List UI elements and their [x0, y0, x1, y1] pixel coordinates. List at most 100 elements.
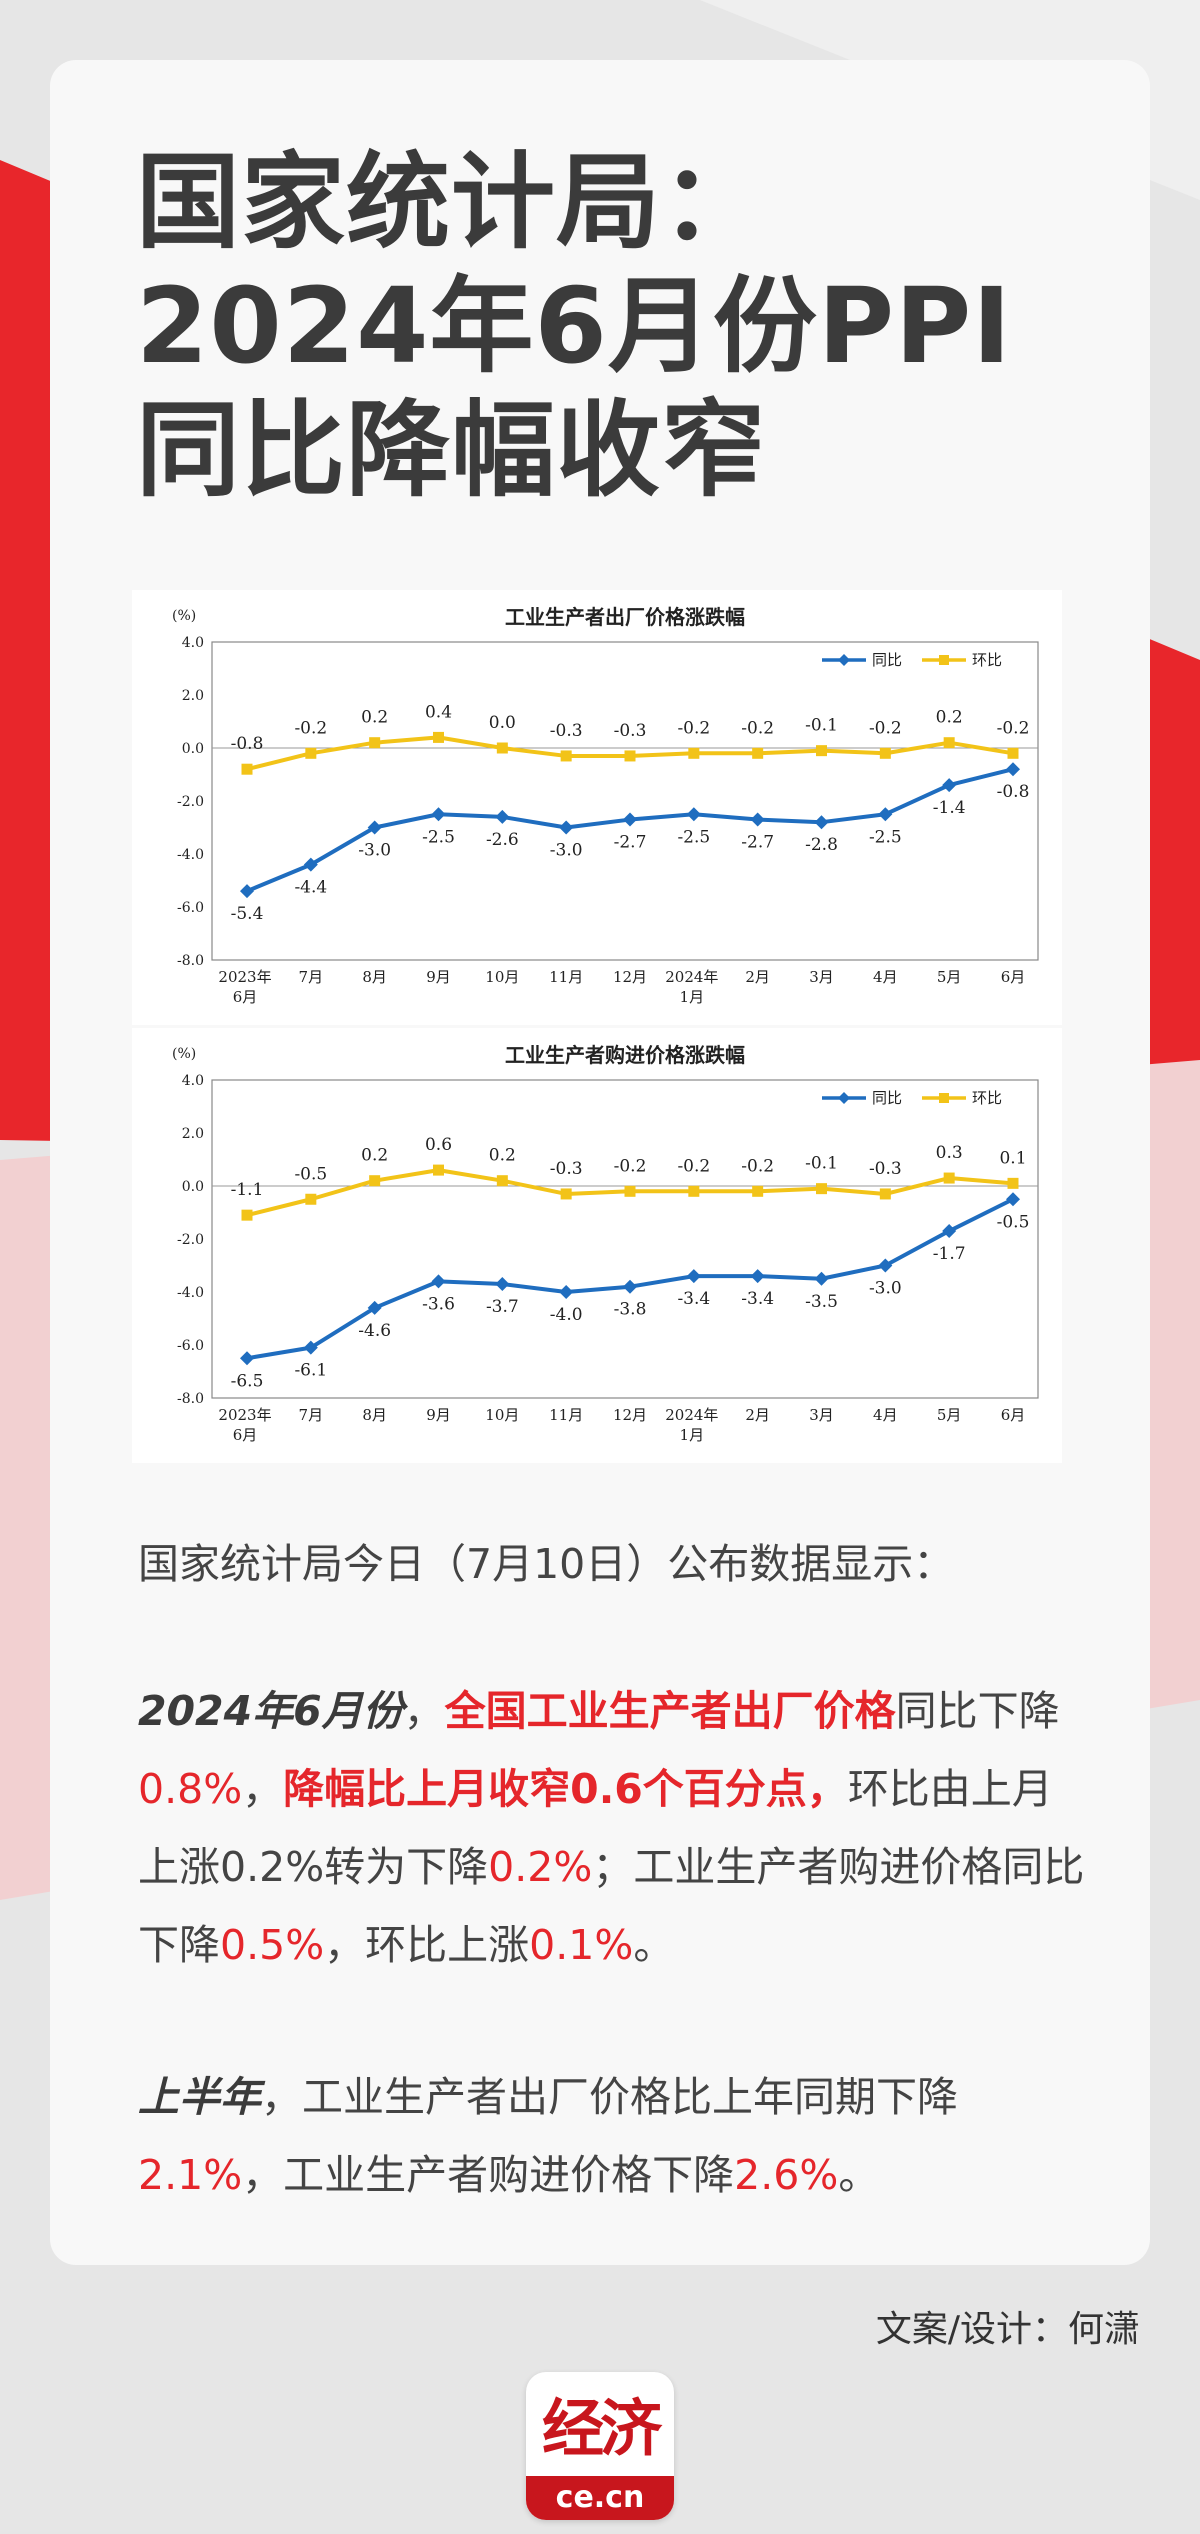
data-label: 0.4	[425, 702, 452, 722]
data-point	[688, 1185, 700, 1197]
data-label: -2.5	[677, 827, 710, 847]
data-point	[495, 1277, 510, 1292]
logo-mark-text: 经济	[541, 2392, 662, 2465]
x-tick-label: 11月	[549, 968, 583, 986]
x-tick-label: 4月	[873, 1406, 898, 1424]
data-label: -0.3	[614, 721, 647, 741]
data-point	[241, 763, 253, 775]
chart-ex-factory-svg: 工业生产者出厂价格涨跌幅 (%) 4.0 2.0 0.0 -2.0 -4.0 -6.0 -8.0…	[172, 605, 1039, 1006]
data-label: -2.7	[741, 833, 774, 853]
data-point	[879, 747, 891, 759]
data-point	[303, 857, 318, 872]
y-tick-label: 4.0	[182, 1073, 204, 1089]
data-label: -3.7	[486, 1297, 519, 1317]
y-tick-label: -2.0	[177, 794, 204, 810]
data-label: -2.8	[805, 835, 838, 855]
data-label: -3.0	[550, 841, 583, 861]
data-point	[369, 1175, 381, 1187]
chart-ex-factory-price: 工业生产者出厂价格涨跌幅 (%) 4.0 2.0 0.0 -2.0 -4.0 -6.0 -8.0…	[132, 590, 1062, 1025]
data-point	[496, 1175, 508, 1187]
data-point	[560, 750, 572, 762]
data-point	[240, 884, 254, 899]
y-tick-label: -4.0	[177, 1285, 204, 1301]
data-label: -0.3	[550, 721, 583, 741]
data-label: -0.1	[805, 1154, 838, 1174]
y-tick-label: -6.0	[177, 1338, 204, 1354]
x-tick-label: 10月	[485, 1406, 519, 1424]
data-point	[305, 1193, 317, 1205]
data-label: 0.3	[936, 1143, 963, 1163]
data-point	[496, 742, 508, 754]
para1-lead: 2024年6月份	[138, 1687, 404, 1735]
intro-sentence: 国家统计局今日（7月10日）公布数据显示：	[138, 1540, 955, 1588]
data-point	[816, 1183, 827, 1195]
x-tick-label: 2月	[745, 968, 770, 986]
para1-v3: 0.5%	[220, 1921, 325, 1969]
data-label: -3.0	[869, 1279, 902, 1299]
data-label: -0.2	[294, 718, 327, 738]
data-label: -3.5	[805, 1292, 838, 1312]
legend-marker	[838, 654, 850, 666]
data-point	[560, 1188, 572, 1200]
x-tick-label: 2月	[745, 1406, 770, 1424]
data-point	[240, 1351, 254, 1366]
chart-title: 工业生产者出厂价格涨跌幅	[505, 605, 745, 629]
para1-sep2: ，	[242, 1765, 284, 1813]
legend-marker	[838, 1092, 850, 1104]
para1-t4: ，环比上涨	[324, 1921, 530, 1969]
data-point	[942, 1224, 957, 1239]
data-point	[305, 747, 317, 759]
data-label: -0.2	[997, 718, 1030, 738]
data-point	[943, 737, 955, 749]
data-label: -4.6	[358, 1321, 391, 1341]
x-tick-label: 4月	[873, 968, 898, 986]
data-label: -0.2	[614, 1156, 647, 1176]
data-label: -2.6	[486, 830, 519, 850]
legend-label: 同比	[872, 1089, 902, 1107]
data-point	[431, 807, 446, 822]
title-line-3: 同比降幅收窄	[136, 389, 767, 511]
para2-t2: ，工业生产者购进价格下降	[242, 2151, 735, 2199]
x-tick-label: 8月	[362, 968, 387, 986]
chart-purchase-price: 工业生产者购进价格涨跌幅 (%) 4.0 2.0 0.0 -2.0 -4.0 -6.0 -8.0…	[132, 1028, 1062, 1463]
data-point	[624, 750, 636, 762]
x-tick-label: 3月	[809, 968, 834, 986]
para1-v2: 0.2%	[488, 1843, 593, 1891]
data-label: -0.3	[869, 1159, 902, 1179]
data-point	[559, 1285, 574, 1299]
y-unit-label: (%)	[172, 1046, 196, 1062]
data-point	[688, 747, 700, 759]
data-label: -0.2	[741, 718, 774, 738]
y-tick-label: -6.0	[177, 900, 204, 916]
data-label: -0.8	[231, 734, 264, 754]
data-label: -0.1	[805, 716, 838, 736]
data-label: 0.1	[999, 1148, 1026, 1168]
data-point	[752, 747, 764, 759]
x-tick-label: 2024年	[665, 968, 718, 986]
data-label: -3.8	[614, 1300, 647, 1320]
para1-t3: ；工业生产者购进价格同比下降	[138, 1843, 1085, 1969]
data-point	[1007, 747, 1019, 759]
para1-t5: 。	[633, 1921, 675, 1969]
data-point	[1006, 762, 1020, 777]
y-tick-label: -8.0	[177, 1391, 204, 1407]
y-tick-label: 4.0	[182, 635, 204, 651]
data-label: -6.1	[294, 1361, 327, 1381]
data-label: -0.3	[550, 1159, 583, 1179]
data-point	[367, 820, 382, 835]
ce-cn-logo[interactable]: 经济 ce.cn	[526, 2372, 674, 2520]
y-tick-label: -4.0	[177, 847, 204, 863]
data-label: -5.4	[231, 904, 264, 924]
para1-highlight2: 降幅比上月收窄0.6个百分点，	[283, 1765, 848, 1813]
data-label: 0.2	[489, 1146, 516, 1166]
data-point	[814, 1271, 829, 1286]
x-tick-label: 12月	[613, 1406, 647, 1424]
y-tick-label: 2.0	[182, 1126, 204, 1142]
x-tick-label: 6月	[233, 1426, 258, 1444]
data-label: -0.2	[741, 1156, 774, 1176]
author-credit: 文案/设计：何潇	[875, 2309, 1140, 2350]
para1-v1: 0.8%	[138, 1765, 243, 1813]
para1-sep1: ，	[403, 1687, 445, 1735]
x-tick-label: 1月	[680, 1426, 705, 1444]
paragraph-june: 2024年6月份，全国工业生产者出厂价格同比下降0.8%，降幅比上月收窄0.6个…	[138, 1672, 1088, 1984]
